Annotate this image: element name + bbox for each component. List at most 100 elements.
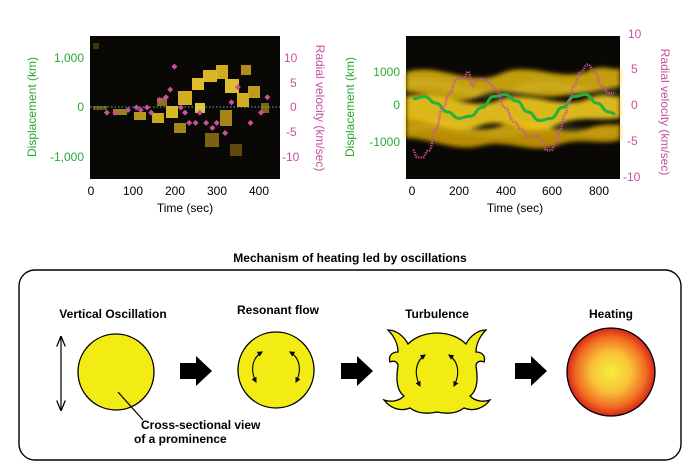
turbulent-blob <box>382 329 492 414</box>
heatmap-cell <box>230 144 242 156</box>
velocity-point <box>133 104 140 111</box>
right-xtick-600: 600 <box>542 184 562 198</box>
left-heatmap-blobs <box>93 43 269 156</box>
right-chart: 1000 0 -1000 Displacement (km) 10 5 0 -5… <box>343 27 672 215</box>
left-rtick-10: 10 <box>284 51 298 65</box>
heatmap-cell <box>113 109 127 115</box>
velocity-point <box>203 119 210 126</box>
velocity-point <box>137 107 144 114</box>
velocity-point <box>209 124 216 131</box>
left-velocity-points <box>103 63 271 137</box>
heatmap-cell <box>261 103 269 113</box>
heatmap-cell <box>220 110 232 126</box>
heatmap-cell <box>225 79 239 93</box>
heatmap-cell <box>174 123 186 133</box>
right-rtick-5: 5 <box>631 62 638 76</box>
right-rtick-neg10: -10 <box>623 170 641 184</box>
right-displacement-line <box>412 92 616 123</box>
velocity-point <box>222 130 229 137</box>
left-xlabel: Time (sec) <box>157 201 213 215</box>
annotation-line-2: of a prominence <box>134 432 227 446</box>
stage-turbulence <box>382 329 492 414</box>
prominence-circle <box>77 333 155 411</box>
velocity-point <box>196 109 203 116</box>
heatmap-cell <box>248 86 260 98</box>
right-ytick-1000: 1000 <box>373 65 400 79</box>
left-ytick-0: 0 <box>77 100 84 114</box>
left-xtick-300: 300 <box>207 184 227 198</box>
heatmap-cell <box>205 133 219 147</box>
heatmap-cell <box>93 106 107 110</box>
velocity-point <box>163 94 169 101</box>
velocity-point <box>192 119 199 126</box>
left-ytick-neg1000: -1,000 <box>50 150 84 164</box>
right-rtick-neg5: -5 <box>627 134 638 148</box>
left-rtick-neg5: -5 <box>286 125 297 139</box>
right-xlabel: Time (sec) <box>487 201 543 215</box>
diagram-title: Mechanism of heating led by oscillations <box>233 251 467 265</box>
stage-label-heating: Heating <box>589 307 633 321</box>
right-ytick-neg1000: -1000 <box>369 135 400 149</box>
velocity-point <box>156 96 163 103</box>
right-ylabel: Displacement (km) <box>343 57 357 157</box>
velocity-point <box>167 86 174 93</box>
left-rtick-5: 5 <box>290 76 297 90</box>
velocity-point <box>112 109 119 116</box>
velocity-point <box>144 104 150 111</box>
annotation-line-1: Cross-sectional view <box>141 418 261 432</box>
left-xtick-0: 0 <box>88 184 95 198</box>
velocity-point <box>213 119 220 126</box>
left-xtick-100: 100 <box>123 184 143 198</box>
left-xtick-400: 400 <box>249 184 269 198</box>
left-rtick-neg10: -10 <box>282 150 300 164</box>
left-chart: 1,000 0 -1,000 Displacement (km) 10 5 0 … <box>25 36 327 215</box>
block-arrow-1-icon <box>180 356 212 386</box>
left-rtick-0: 0 <box>290 100 297 114</box>
velocity-point <box>186 119 193 126</box>
left-ylabel: Displacement (km) <box>25 57 39 157</box>
heatmap-cell <box>178 91 192 105</box>
block-arrow-2-icon <box>341 356 373 386</box>
heatmap-cell <box>216 65 228 79</box>
right-rtick-0: 0 <box>631 98 638 112</box>
velocity-point <box>103 109 110 116</box>
stage-resonant-flow <box>237 331 315 409</box>
flow-arrow-top-right-icon <box>289 351 301 383</box>
heated-circle <box>566 327 656 417</box>
velocity-point <box>234 84 241 91</box>
left-ytick-1000: 1,000 <box>54 51 84 65</box>
turbulence-arrow-right-icon <box>448 354 459 387</box>
velocity-point <box>182 109 188 116</box>
heatmap-cell <box>166 106 178 118</box>
heatmap-cell <box>192 78 204 90</box>
annotation-leader-line <box>117 391 144 421</box>
heatmap-cell <box>237 93 249 107</box>
resonant-circle <box>237 331 315 409</box>
velocity-point <box>264 94 271 101</box>
velocity-point <box>125 107 131 114</box>
stage-vertical-oscillation: Cross-sectional view of a prominence <box>61 333 261 446</box>
heatmap-cell <box>93 43 99 49</box>
right-oscillation-bands <box>406 67 620 149</box>
heatmap-cell <box>203 70 217 82</box>
right-ylabel-right: Radial velocity (km/sec) <box>658 49 672 176</box>
right-ytick-0: 0 <box>393 98 400 112</box>
right-xtick-800: 800 <box>589 184 609 198</box>
heatmap-cell <box>134 112 146 120</box>
left-xtick-200: 200 <box>165 184 185 198</box>
right-rtick-10: 10 <box>628 27 642 41</box>
right-xtick-400: 400 <box>496 184 516 198</box>
stage-label-vertical-oscillation: Vertical Oscillation <box>59 307 166 321</box>
stage-label-resonant-flow: Resonant flow <box>237 303 320 317</box>
right-xtick-0: 0 <box>409 184 416 198</box>
right-velocity-line <box>412 63 616 159</box>
velocity-point <box>228 99 235 106</box>
stage-heating <box>566 327 656 417</box>
heatmap-cell <box>195 103 205 113</box>
heatmap-cell <box>152 113 164 123</box>
left-ylabel-right: Radial velocity (km/sec) <box>313 45 327 172</box>
velocity-point <box>171 63 178 70</box>
velocity-point <box>247 119 254 126</box>
heatmap-cell <box>241 65 251 75</box>
